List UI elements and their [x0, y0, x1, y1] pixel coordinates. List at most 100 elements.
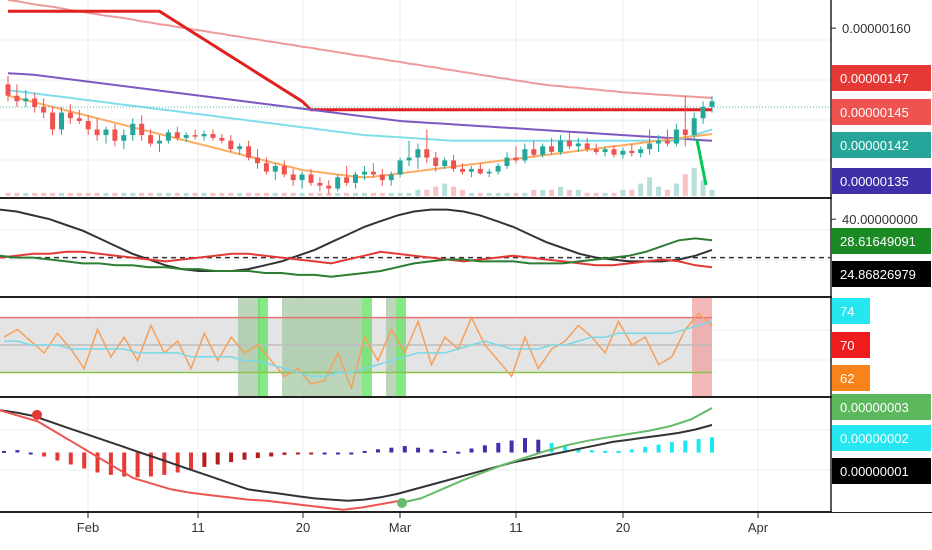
macd-histogram-bar: [616, 450, 621, 453]
candle-body: [388, 174, 394, 181]
price-tag-label: 74: [840, 304, 854, 319]
candle-body: [308, 174, 314, 183]
candle-body: [255, 157, 260, 164]
macd-histogram-bar: [175, 452, 180, 473]
candle-body: [682, 129, 688, 136]
macd-histogram-bar: [202, 452, 207, 467]
candle-body: [85, 121, 91, 130]
price-ma-line: [7, 72, 713, 142]
macd-histogram-bar: [135, 452, 140, 478]
volume-bar: [673, 183, 679, 196]
candle-body: [370, 171, 376, 175]
volume-bar: [424, 189, 430, 196]
candle-body: [611, 149, 617, 155]
price-axis-label: 40.00000000: [842, 212, 918, 227]
candle-body: [32, 98, 38, 107]
macd-histogram-bar: [229, 452, 234, 463]
candle-body: [442, 160, 448, 166]
candle-body: [673, 129, 679, 144]
macd-histogram-bar: [669, 442, 674, 453]
price-tag: [832, 168, 931, 194]
volume-bar: [67, 192, 73, 196]
price-tag-label: 0.00000147: [840, 71, 909, 86]
volume-bar: [370, 192, 376, 196]
candle-body: [620, 150, 626, 155]
volume-bar: [531, 189, 537, 196]
price-tag-label: 0.00000145: [840, 105, 909, 120]
candle-body: [629, 150, 635, 154]
candle-body: [94, 129, 100, 136]
volume-bar: [656, 186, 661, 196]
candle-body: [344, 177, 350, 183]
macd-histogram-bar: [696, 438, 701, 453]
macd-histogram-bar: [2, 450, 6, 453]
macd-histogram-bar: [496, 442, 501, 453]
volume-bar: [130, 192, 136, 196]
volume-bar: [237, 192, 243, 196]
time-axis-label: 11: [509, 520, 523, 535]
price-tag-label: 0.00000002: [840, 431, 909, 446]
price-pane: [0, 0, 830, 196]
candle-body: [558, 140, 563, 152]
macd-histogram-bar: [402, 446, 407, 453]
time-axis-label: 20: [616, 520, 630, 535]
volume-bar: [112, 192, 118, 196]
candle-body: [237, 146, 243, 150]
volume-bar: [540, 189, 546, 196]
candle-body: [353, 174, 358, 183]
volume-bar: [664, 189, 670, 196]
macd-histogram-bar: [509, 440, 514, 453]
candle-body: [531, 149, 537, 155]
rsi-pane: [0, 298, 713, 396]
volume-bar: [709, 189, 715, 196]
time-axis-bg: [0, 513, 932, 550]
volume-bar: [263, 192, 269, 196]
volume-bar: [76, 192, 82, 196]
time-axis[interactable]: Feb 11 20 Mar 11 20 Apr: [0, 512, 932, 550]
price-tag-label: 28.61649091: [840, 234, 916, 249]
macd-histogram-bar: [215, 452, 220, 465]
candle-body: [656, 140, 661, 144]
time-axis-label: 20: [296, 520, 310, 535]
volume-bar: [272, 192, 278, 196]
macd-histogram-bar: [189, 452, 193, 471]
volume-bar: [691, 168, 697, 196]
macd-histogram-bar: [643, 446, 648, 453]
volume-bar: [620, 189, 626, 196]
rsi-line: [3, 312, 713, 391]
volume-bar: [157, 192, 162, 196]
volume-bar: [504, 192, 510, 196]
volume-bar: [611, 192, 617, 196]
price-tag: [832, 228, 931, 254]
volume-bar: [593, 192, 599, 196]
macd-histogram-bar: [295, 452, 300, 455]
macd-histogram-bar: [442, 450, 447, 453]
candle-body: [584, 143, 590, 150]
macd-histogram-bar: [28, 452, 33, 455]
candle-body: [477, 168, 483, 174]
candle-body: [406, 157, 412, 161]
macd-histogram-bar: [563, 446, 568, 453]
volume-bar: [59, 192, 64, 196]
volume-bar: [121, 192, 127, 196]
candle-body: [317, 182, 323, 186]
time-axis-label: Mar: [389, 520, 412, 535]
macd-histogram-bar: [576, 448, 581, 453]
macd-histogram-bar: [603, 450, 608, 453]
candle-body: [103, 129, 109, 136]
candle-body: [290, 174, 296, 181]
candle-body: [486, 171, 492, 174]
price-tag-label: 70: [840, 338, 854, 353]
price-axis[interactable]: 0.00000160 0.00000147 0.00000145 0.00000142…: [831, 0, 932, 512]
volume-bar: [317, 192, 323, 196]
candle-body: [638, 149, 644, 154]
candle-body: [50, 112, 56, 130]
signal-arrow: [695, 139, 708, 186]
candle-body: [272, 166, 278, 172]
candle-body: [549, 146, 555, 152]
macd-histogram-bar: [683, 440, 688, 453]
candle-body: [165, 132, 171, 141]
candle-body: [522, 149, 528, 161]
candle-body: [76, 118, 82, 121]
price-tag: [832, 261, 931, 287]
